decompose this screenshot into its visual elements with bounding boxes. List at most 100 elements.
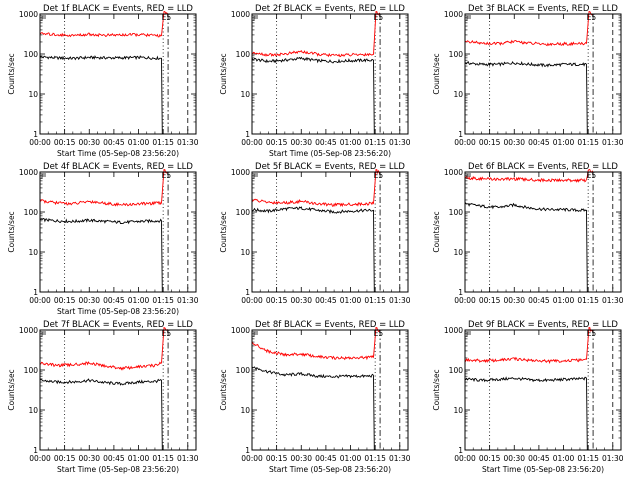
y-axis-label: Counts/sec bbox=[432, 369, 441, 410]
y-tick-label: 100 bbox=[449, 366, 464, 375]
x-tick-label: 01:15 bbox=[577, 138, 599, 147]
y-tick-label: 1 bbox=[458, 288, 463, 297]
y-tick-label: 1 bbox=[245, 130, 250, 139]
y-tick-label: 1 bbox=[33, 130, 38, 139]
marker-label: E5 bbox=[587, 171, 597, 180]
y-tick-label: 10 bbox=[28, 248, 38, 257]
x-axis-label: Start Time (05-Sep-08 23:56:20) bbox=[269, 465, 391, 474]
x-tick-label: 01:00 bbox=[128, 138, 150, 147]
plot-frame bbox=[464, 329, 622, 451]
y-axis-label: Counts/sec bbox=[432, 53, 441, 94]
marker-label: E5 bbox=[162, 329, 172, 338]
x-tick-label: 00:30 bbox=[78, 454, 100, 463]
y-tick-label: 10 bbox=[240, 248, 250, 257]
x-axis-label: Start Time (05-Sep-08 23:56:20) bbox=[57, 465, 179, 474]
x-axis-label: Start Time (05-Sep-08 23:56:20) bbox=[269, 149, 391, 158]
y-tick-label: 100 bbox=[24, 208, 39, 217]
series-line-lld bbox=[39, 169, 169, 207]
y-tick-label: 100 bbox=[24, 50, 39, 59]
y-tick-label: 100 bbox=[236, 208, 251, 217]
x-tick-label: 00:45 bbox=[103, 454, 125, 463]
x-tick-label: 01:30 bbox=[602, 138, 624, 147]
y-tick-label: 1000 bbox=[19, 326, 38, 335]
y-tick-label: 1 bbox=[245, 446, 250, 455]
chart-title: Det 9f BLACK = Events, RED = LLD bbox=[468, 320, 618, 330]
series-line-lld bbox=[251, 169, 381, 208]
x-tick-label: 00:30 bbox=[290, 138, 312, 147]
x-tick-label: 00:15 bbox=[479, 296, 501, 305]
x-tick-label: 00:15 bbox=[54, 296, 76, 305]
corner-marker-icon bbox=[253, 331, 258, 337]
y-axis-label: Counts/sec bbox=[219, 211, 228, 252]
y-tick-label: 1000 bbox=[444, 10, 463, 19]
y-tick-label: 1000 bbox=[19, 168, 38, 177]
y-tick-label: 100 bbox=[449, 50, 464, 59]
x-axis-label: Start Time (05-Sep-08 23:56:20) bbox=[57, 149, 179, 158]
x-tick-label: 00:30 bbox=[78, 296, 100, 305]
x-tick-label: 01:00 bbox=[128, 454, 150, 463]
x-tick-label: 00:45 bbox=[103, 296, 125, 305]
chart-title: Det 3f BLACK = Events, RED = LLD bbox=[468, 4, 618, 14]
chart-title: Det 5f BLACK = Events, RED = LLD bbox=[255, 162, 405, 172]
chart-panel: Det 6f BLACK = Events, RED = LLD Counts/s… bbox=[432, 162, 624, 305]
series-line-events bbox=[39, 55, 163, 135]
series-line-events bbox=[464, 60, 588, 135]
series-line-lld bbox=[251, 327, 381, 361]
plot-frame bbox=[39, 171, 197, 293]
plot-frame bbox=[464, 13, 622, 135]
y-axis-label: Counts/sec bbox=[7, 53, 16, 94]
x-tick-label: 01:30 bbox=[177, 454, 199, 463]
chart-title: Det 7f BLACK = Events, RED = LLD bbox=[43, 320, 193, 330]
x-tick-label: 01:15 bbox=[577, 454, 599, 463]
x-tick-label: 01:15 bbox=[364, 296, 386, 305]
series-line-events bbox=[39, 217, 163, 293]
plot-frame bbox=[251, 329, 409, 451]
x-tick-label: 00:00 bbox=[29, 138, 51, 147]
corner-marker-icon bbox=[41, 331, 46, 337]
y-tick-label: 100 bbox=[236, 50, 251, 59]
chart-panel: Det 3f BLACK = Events, RED = LLD Counts/s… bbox=[432, 4, 624, 147]
series-line-events bbox=[464, 376, 588, 451]
plot-frame bbox=[39, 13, 197, 135]
y-axis-label: Counts/sec bbox=[7, 211, 16, 252]
x-tick-label: 00:30 bbox=[290, 454, 312, 463]
chart-panel: Det 9f BLACK = Events, RED = LLD Counts/s… bbox=[432, 320, 624, 474]
x-tick-label: 00:45 bbox=[528, 296, 550, 305]
series-line-events bbox=[251, 56, 375, 135]
y-tick-label: 1 bbox=[245, 288, 250, 297]
y-tick-label: 10 bbox=[28, 406, 38, 415]
corner-marker-icon bbox=[253, 173, 258, 179]
series-line-events bbox=[251, 366, 375, 451]
series-line-lld bbox=[464, 327, 594, 364]
x-tick-label: 00:45 bbox=[315, 296, 337, 305]
marker-label: E5 bbox=[374, 13, 384, 22]
x-tick-label: 00:45 bbox=[315, 454, 337, 463]
chart-panel: Det 8f BLACK = Events, RED = LLD Counts/s… bbox=[219, 320, 411, 474]
y-tick-label: 1000 bbox=[444, 168, 463, 177]
x-tick-label: 01:15 bbox=[577, 296, 599, 305]
y-tick-label: 1000 bbox=[19, 10, 38, 19]
plot-frame bbox=[39, 329, 197, 451]
y-tick-label: 1 bbox=[33, 446, 38, 455]
y-tick-label: 10 bbox=[28, 90, 38, 99]
series-line-events bbox=[251, 206, 375, 293]
y-tick-label: 1000 bbox=[231, 326, 250, 335]
x-tick-label: 00:00 bbox=[241, 138, 263, 147]
x-tick-label: 00:15 bbox=[479, 138, 501, 147]
corner-marker-icon bbox=[466, 173, 471, 179]
chart-panel: Det 5f BLACK = Events, RED = LLD Counts/s… bbox=[219, 162, 411, 305]
x-tick-label: 00:30 bbox=[503, 138, 525, 147]
x-tick-label: 01:00 bbox=[128, 296, 150, 305]
corner-marker-icon bbox=[466, 331, 471, 337]
chart-title: Det 1f BLACK = Events, RED = LLD bbox=[43, 4, 193, 14]
x-tick-label: 00:15 bbox=[479, 454, 501, 463]
x-tick-label: 00:45 bbox=[103, 138, 125, 147]
x-tick-label: 00:00 bbox=[29, 296, 51, 305]
marker-label: E5 bbox=[374, 329, 384, 338]
y-axis-label: Counts/sec bbox=[219, 369, 228, 410]
x-tick-label: 00:30 bbox=[503, 454, 525, 463]
corner-marker-icon bbox=[41, 173, 46, 179]
y-tick-label: 1 bbox=[458, 130, 463, 139]
x-tick-label: 00:00 bbox=[454, 138, 476, 147]
x-tick-label: 00:00 bbox=[454, 296, 476, 305]
